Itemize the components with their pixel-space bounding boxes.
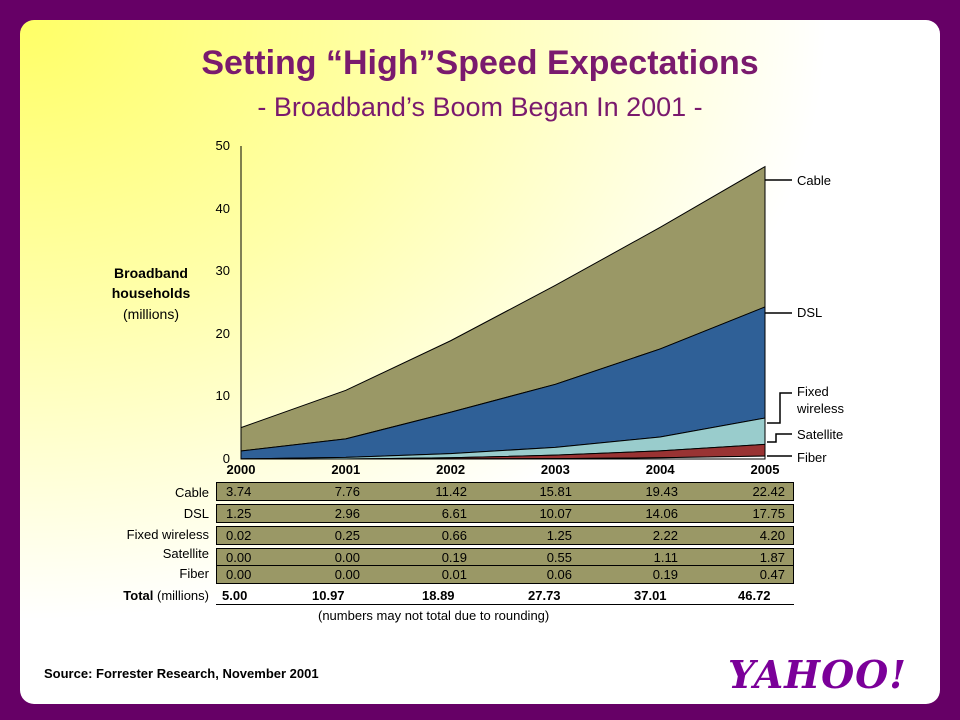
table-total-cell: 37.01 (634, 588, 667, 603)
table-row-dsl (216, 504, 794, 523)
y-tick-label: 40 (215, 200, 230, 216)
slide-title: Setting “High”Speed Expectations (201, 44, 759, 82)
x-tick-label: 2000 (226, 462, 256, 477)
table-cell: 0.47 (759, 567, 785, 582)
table-row-total (216, 586, 794, 605)
y-axis-label-line3: (millions) (123, 306, 179, 322)
source-citation: Source: Forrester Research, November 200… (44, 666, 319, 681)
table-cell: 11.42 (435, 484, 467, 499)
slide-subtitle: - Broadband’s Boom Began In 2001 - (257, 92, 703, 122)
table-cell: 0.00 (226, 567, 252, 582)
y-axis-label-line2: households (111, 285, 191, 301)
x-tick-label: 2003 (540, 462, 570, 477)
legend-leader-lines (765, 179, 792, 457)
table-cell: 19.43 (645, 484, 678, 499)
table-total-cell: 10.97 (312, 588, 345, 603)
y-tick-label: 30 (215, 263, 230, 279)
table-cell: 14.06 (645, 506, 678, 521)
y-tick-label: 10 (215, 388, 230, 404)
table-cell: 0.00 (226, 550, 252, 565)
leader-fixed-wireless (767, 392, 792, 424)
table-total-label: Total (millions) (123, 588, 209, 603)
legend-label-fiber: Fiber (797, 450, 827, 465)
total-label-text: Total (123, 588, 154, 603)
table-cell: 17.75 (752, 506, 785, 521)
y-tick-label: 20 (215, 325, 230, 341)
table-total-cell: 27.73 (528, 588, 561, 603)
yahoo-logo: YAHOO! (728, 652, 907, 697)
y-tick-label: 0 (222, 451, 230, 466)
table-cell: 0.19 (441, 550, 467, 565)
x-tick-label: 2004 (645, 462, 675, 477)
table-total-cell: 46.72 (738, 588, 771, 603)
table-cell: 0.19 (652, 567, 678, 582)
table-row-label: Satellite (162, 546, 209, 561)
table-cell: 1.25 (226, 506, 252, 521)
x-tick-label: 2001 (331, 462, 361, 477)
rounding-note: (numbers may not total due to rounding) (318, 608, 550, 623)
table-cell: 0.00 (334, 550, 360, 565)
table-cell: 2.96 (334, 506, 360, 521)
table-row-fixed-wireless (216, 526, 794, 545)
table-cell: 10.07 (539, 506, 572, 521)
table-row-label: Fiber (179, 566, 209, 581)
table-cell: 0.25 (334, 528, 360, 543)
legend-label-fixed-wireless-2: wireless (797, 401, 844, 416)
table-cell: 0.66 (441, 528, 467, 543)
legend-label-dsl: DSL (797, 305, 823, 320)
table-cell: 0.01 (441, 567, 467, 582)
table-cell: 0.06 (546, 567, 572, 582)
table-row-label: Cable (175, 485, 209, 500)
leader-satellite (767, 433, 792, 443)
table-cell: 22.42 (752, 484, 785, 499)
table-cell: 0.00 (334, 567, 360, 582)
table-cell: 7.76 (334, 484, 360, 499)
table-cell: 3.74 (226, 484, 252, 499)
table-row-fiber (216, 565, 794, 584)
table-cell: 6.61 (441, 506, 467, 521)
x-tick-label: 2005 (750, 462, 780, 477)
table-row-label: Fixed wireless (126, 527, 209, 542)
table-total-cell: 18.89 (422, 588, 455, 603)
legend-label-cable: Cable (797, 173, 831, 188)
legend-label-fixed-wireless-1: Fixed (797, 384, 829, 399)
legend-label-satellite: Satellite (797, 427, 844, 442)
table-cell: 1.25 (546, 528, 572, 543)
table-cell: 0.55 (546, 550, 572, 565)
chart-areas (240, 165, 766, 460)
table-cell: 0.02 (226, 528, 252, 543)
y-axis-label-line1: Broadband (114, 265, 188, 281)
table-row-label: DSL (183, 506, 209, 521)
total-unit-text: (millions) (153, 588, 209, 603)
table-cell: 2.22 (652, 528, 678, 543)
table-cell: 1.87 (759, 550, 785, 565)
table-total-cell: 5.00 (222, 588, 248, 603)
y-tick-label: 50 (215, 138, 230, 153)
table-cell: 15.81 (539, 484, 572, 499)
x-tick-label: 2002 (436, 462, 466, 477)
table-cell: 4.20 (759, 528, 785, 543)
table-cell: 1.11 (653, 550, 678, 565)
table-row-cable (216, 482, 794, 501)
